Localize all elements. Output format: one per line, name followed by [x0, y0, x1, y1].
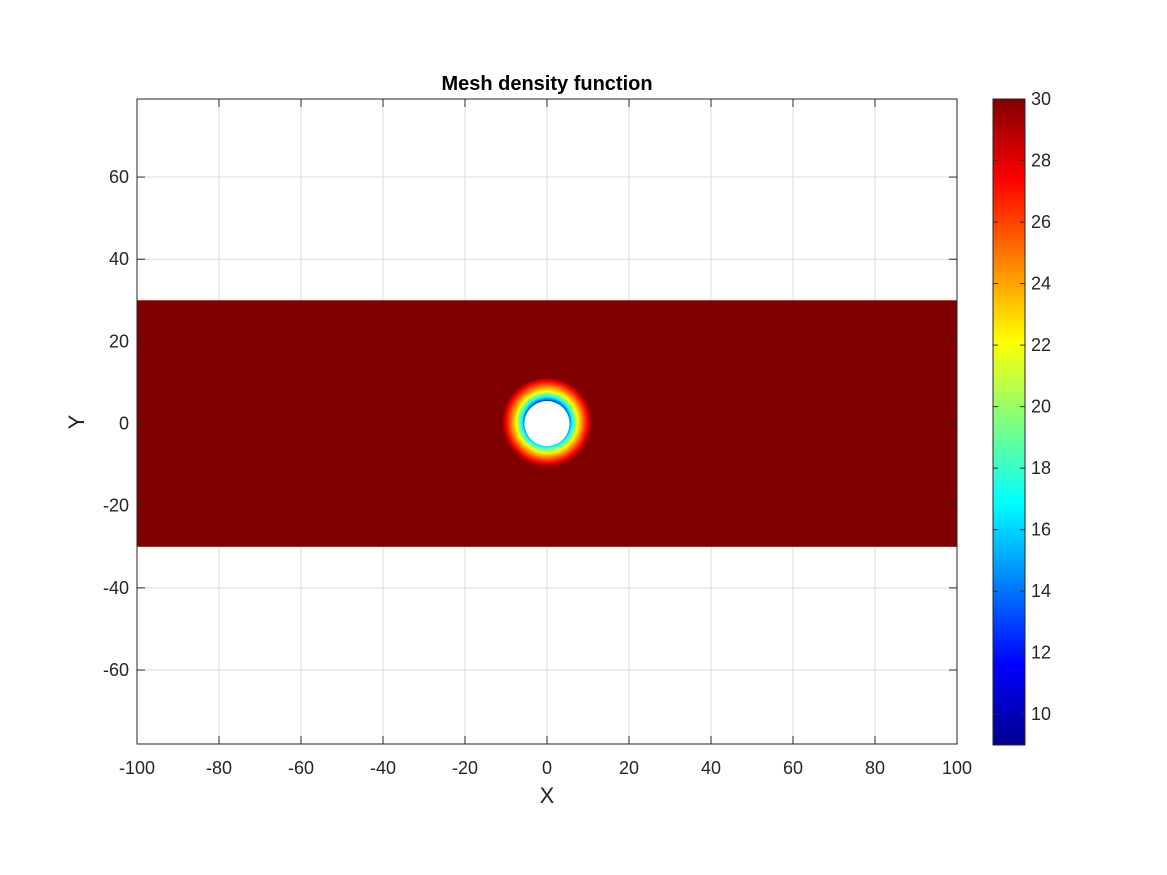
- chart-title: Mesh density function: [441, 73, 652, 95]
- x-tick-label: -40: [370, 758, 396, 778]
- colorbar-tick-label: 16: [1031, 520, 1051, 540]
- x-tick-label: 40: [701, 758, 721, 778]
- colorbar-tick-label: 12: [1031, 643, 1051, 663]
- colorbar-tick-label: 10: [1031, 704, 1051, 724]
- colorbar-tick-label: 18: [1031, 458, 1051, 478]
- colorbar-tick-label: 20: [1031, 397, 1051, 417]
- y-tick-label: 40: [109, 249, 129, 269]
- x-tick-label: 20: [619, 758, 639, 778]
- y-tick-label: -60: [103, 660, 129, 680]
- y-tick-label: -40: [103, 578, 129, 598]
- y-tick-label: -20: [103, 496, 129, 516]
- colorbar-ticks: 10 12 14 16 18 20 22 24 26 28 30: [993, 89, 1051, 724]
- x-tick-label: -80: [206, 758, 232, 778]
- x-tick-label: 60: [783, 758, 803, 778]
- x-tick-label: 0: [542, 758, 552, 778]
- hole: [524, 401, 570, 447]
- y-tick-label: 20: [109, 331, 129, 351]
- x-tick-label: 100: [942, 758, 972, 778]
- colorbar-tick-label: 26: [1031, 212, 1051, 232]
- colorbar: [992, 98, 1026, 746]
- axis-ticks: -100 -80 -60 -40 -20 0 20 40 60 80 100 -60 -40 -20 0 20…: [103, 99, 972, 778]
- colorbar-tick-label: 24: [1031, 274, 1051, 294]
- colorbar-tick-label: 28: [1031, 151, 1051, 171]
- colorbar-tick-label: 30: [1031, 89, 1051, 109]
- y-axis-label: Y: [64, 414, 89, 429]
- colorbar-tick-label: 14: [1031, 581, 1051, 601]
- x-axis-label: X: [540, 783, 555, 808]
- x-tick-label: 80: [865, 758, 885, 778]
- x-tick-label: -60: [288, 758, 314, 778]
- y-tick-label: 60: [109, 167, 129, 187]
- x-tick-label: -20: [452, 758, 478, 778]
- y-tick-label: 0: [119, 414, 129, 434]
- x-tick-label: -100: [119, 758, 155, 778]
- colorbar-tick-label: 22: [1031, 335, 1051, 355]
